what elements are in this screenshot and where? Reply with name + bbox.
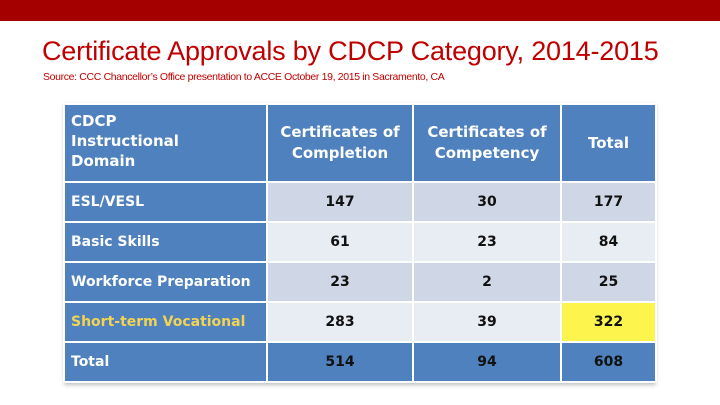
header-domain-line1: CDCP	[71, 112, 117, 130]
competency-cell: 39	[412, 301, 562, 343]
header-completion: Certificates of Completion	[266, 103, 414, 183]
certificate-approvals-table: CDCP Instructional Domain Certificates o…	[63, 103, 657, 383]
header-domain-line2: Instructional	[71, 132, 179, 150]
slide-title: Certificate Approvals by CDCP Category, …	[42, 36, 659, 66]
total-cell: 25	[560, 261, 657, 303]
completion-cell: 61	[266, 221, 414, 263]
completion-cell: 147	[266, 181, 414, 223]
grand-total-cell: 608	[560, 341, 657, 383]
total-cell: 177	[560, 181, 657, 223]
slide-source-note: Source: CCC Chancellor’s Office presenta…	[43, 71, 445, 83]
total-row-label: Total	[63, 341, 268, 383]
total-completion-cell: 514	[266, 341, 414, 383]
competency-cell: 2	[412, 261, 562, 303]
header-total: Total	[560, 103, 657, 183]
table-header-row: CDCP Instructional Domain Certificates o…	[63, 103, 657, 183]
table-row: Workforce Preparation 23 2 25	[63, 261, 657, 303]
row-label: Workforce Preparation	[63, 261, 268, 303]
completion-cell: 23	[266, 261, 414, 303]
total-cell-highlighted: 322	[560, 301, 657, 343]
header-competency-line2: Competency	[434, 144, 540, 162]
table-row: Short-term Vocational 283 39 322	[63, 301, 657, 343]
competency-cell: 23	[412, 221, 562, 263]
table-total-row: Total 514 94 608	[63, 341, 657, 383]
header-competency: Certificates of Competency	[412, 103, 562, 183]
header-completion-line1: Certificates of	[280, 123, 400, 141]
table-row: ESL/VESL 147 30 177	[63, 181, 657, 223]
table-row: Basic Skills 61 23 84	[63, 221, 657, 263]
header-domain-line3: Domain	[71, 152, 136, 170]
completion-cell: 283	[266, 301, 414, 343]
row-label-highlighted: Short-term Vocational	[63, 301, 268, 343]
header-competency-line1: Certificates of	[427, 123, 547, 141]
row-label: Basic Skills	[63, 221, 268, 263]
header-completion-line2: Completion	[291, 144, 389, 162]
row-label: ESL/VESL	[63, 181, 268, 223]
total-cell: 84	[560, 221, 657, 263]
header-domain: CDCP Instructional Domain	[63, 103, 268, 183]
total-competency-cell: 94	[412, 341, 562, 383]
competency-cell: 30	[412, 181, 562, 223]
top-accent-bar	[0, 0, 720, 21]
